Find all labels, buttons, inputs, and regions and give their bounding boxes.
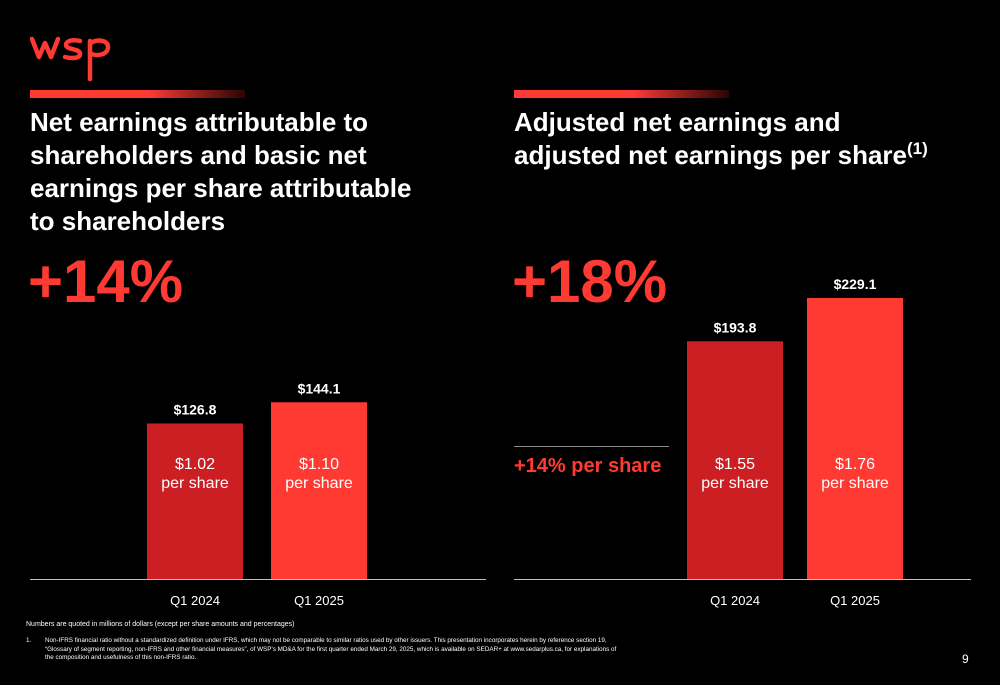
left-growth-percent: +14% <box>28 248 184 315</box>
left-per-share-value-1: $1.02 <box>175 456 215 473</box>
left-value-label-1: $126.8 <box>174 401 217 417</box>
footnote-number: 1. <box>26 637 32 644</box>
footnote-text: Non-IFRS financial ratio without a stand… <box>45 637 617 661</box>
left-category-label-1: Q1 2024 <box>170 593 220 608</box>
left-per-share-value-2: $1.10 <box>299 456 339 473</box>
right-per-share-label-1: per share <box>701 475 769 492</box>
left-category-label-2: Q1 2025 <box>294 593 344 608</box>
left-bar-1 <box>147 423 243 579</box>
left-per-share-label-2: per share <box>285 475 353 492</box>
left-panel-title: Net earnings attributable to shareholder… <box>30 107 412 236</box>
left-accent-bar <box>30 90 245 98</box>
right-category-label-1: Q1 2024 <box>710 593 760 608</box>
right-category-label-2: Q1 2025 <box>830 593 880 608</box>
per-share-growth: +14% per share <box>514 455 662 477</box>
right-per-share-label-2: per share <box>821 475 889 492</box>
left-bar-2 <box>271 402 367 579</box>
right-accent-bar <box>514 90 729 98</box>
footnote-ref: (1) <box>907 139 928 158</box>
footnote-item: 1. Non-IFRS financial ratio without a st… <box>26 637 626 663</box>
right-panel-title: Adjusted net earnings and adjusted net e… <box>514 106 954 172</box>
right-value-label-2: $229.1 <box>834 276 877 292</box>
right-growth-percent: +18% <box>512 248 668 315</box>
right-value-label-1: $193.8 <box>714 319 757 335</box>
right-per-share-value-2: $1.76 <box>835 456 875 473</box>
footnotes: Numbers are quoted in millions of dollar… <box>26 620 626 663</box>
left-per-share-label-1: per share <box>161 475 229 492</box>
units-note: Numbers are quoted in millions of dollar… <box>26 621 295 628</box>
right-per-share-value-1: $1.55 <box>715 456 755 473</box>
left-value-label-2: $144.1 <box>298 380 341 396</box>
per-share-divider <box>514 446 669 447</box>
right-bar-2 <box>807 298 903 579</box>
right-bar-1 <box>687 341 783 579</box>
page-number: 9 <box>962 652 969 666</box>
right-panel-title-text: Adjusted net earnings and adjusted net e… <box>514 107 908 170</box>
wsp-logo <box>29 33 112 88</box>
